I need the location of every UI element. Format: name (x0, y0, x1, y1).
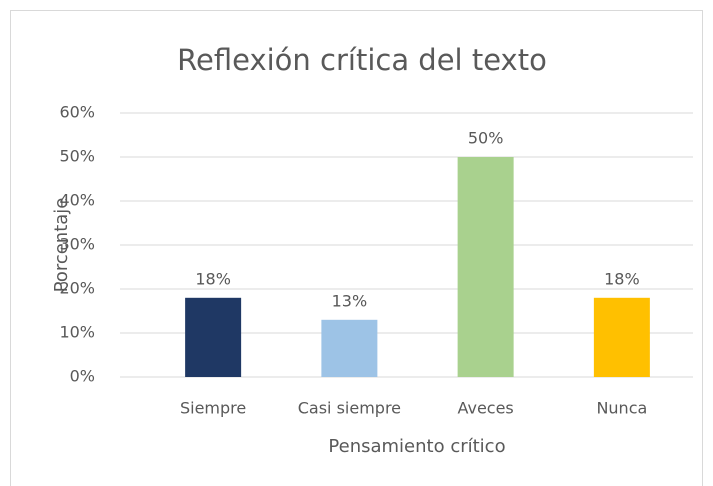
data-label: 13% (332, 291, 368, 310)
x-tick-label: Aveces (457, 399, 513, 418)
y-tick-label: 40% (59, 191, 95, 210)
y-tick-label: 30% (59, 235, 95, 254)
y-axis-label: Porcentaje (51, 198, 72, 293)
data-label: 50% (468, 129, 504, 148)
y-tick-label: 0% (70, 367, 95, 386)
x-tick-label: Nunca (596, 399, 647, 418)
y-tick-label: 50% (59, 147, 95, 166)
x-tick-label: Siempre (180, 399, 246, 418)
y-tick-label: 60% (59, 103, 95, 122)
x-axis-label: Pensamiento crítico (328, 436, 505, 457)
data-label: 18% (604, 269, 640, 288)
x-tick-label: Casi siempre (298, 399, 401, 418)
bar (185, 297, 242, 377)
chart-title: Reflexión crítica del texto (177, 43, 547, 77)
bar (321, 319, 378, 377)
y-tick-label: 20% (59, 279, 95, 298)
bar (457, 157, 514, 377)
y-tick-label: 10% (59, 323, 95, 342)
data-label: 18% (195, 269, 231, 288)
chart-border (10, 10, 703, 486)
bar (593, 297, 650, 377)
